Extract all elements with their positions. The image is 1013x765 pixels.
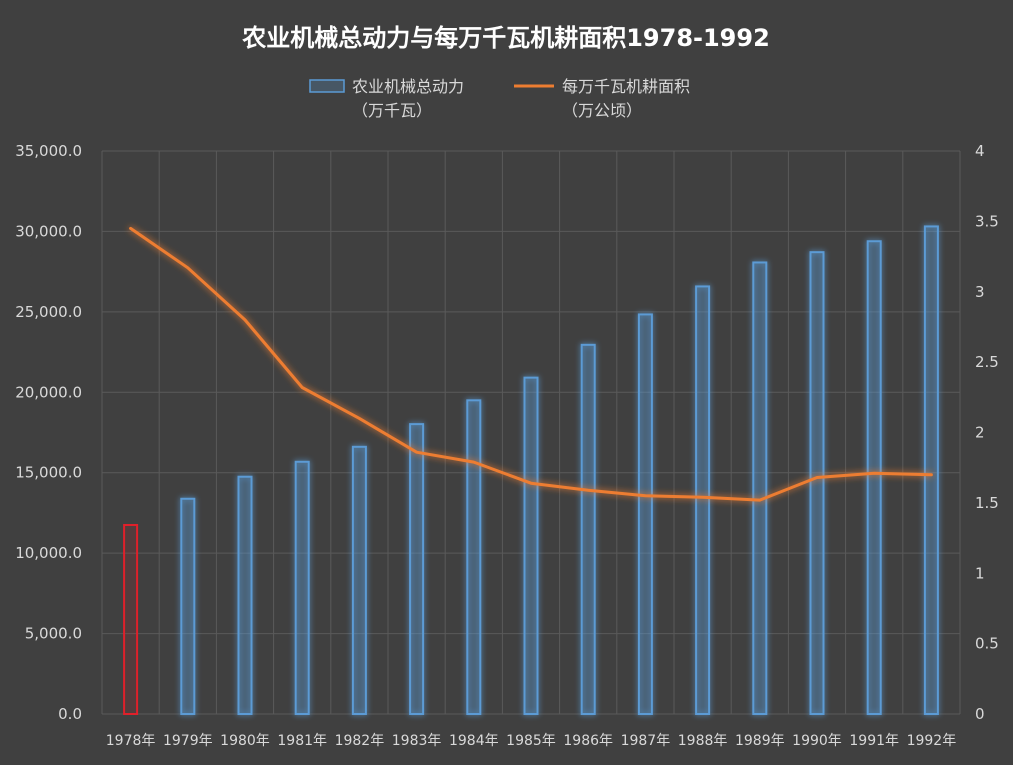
bar-1983年[interactable] [409,423,425,715]
x-tick-label: 1980年 [220,733,270,749]
x-tick-label: 1981年 [277,733,327,749]
bar-1980年[interactable] [237,475,253,715]
bar-1986年[interactable] [580,343,596,715]
left-tick-label: 30,000.0 [15,222,82,240]
legend: 农业机械总动力 （万千瓦） 每万千瓦机耕面积 （万公顷） [309,77,690,120]
x-axis: 1978年 1979年 1980年 1981年 1982年 1983年 1984年 1985年… [106,733,956,749]
left-tick-label: 10,000.0 [15,544,82,562]
right-tick-label: 1.5 [975,494,999,512]
left-tick-label: 5,000.0 [25,625,82,643]
right-tick-label: 1 [975,564,985,582]
x-tick-label: 1983年 [392,733,442,749]
right-tick-label: 2 [975,424,985,442]
left-tick-label: 0.0 [58,705,82,723]
legend-unit-line: （万公顷） [562,101,642,120]
right-tick-label: 4 [975,142,985,160]
right-tick-label: 0 [975,705,985,723]
bar-1984年[interactable] [466,399,482,715]
bar-1992年[interactable] [923,225,939,716]
bar-1979年[interactable] [180,497,196,715]
legend-swatch-bar [309,79,345,93]
chart-title: 农业机械总动力与每万千瓦机耕面积1978-1992 [241,24,770,52]
legend-item-line[interactable]: 每万千瓦机耕面积 （万公顷） [514,77,690,120]
bar-series [123,225,939,716]
bar-1978年[interactable] [123,523,139,715]
x-tick-label: 1992年 [907,733,957,749]
x-tick-label: 1986年 [563,733,613,749]
left-tick-label: 15,000.0 [15,464,82,482]
bar-1985年[interactable] [523,376,539,715]
x-tick-label: 1978年 [106,733,156,749]
bar-1989年[interactable] [752,261,768,715]
x-tick-label: 1985年 [506,733,556,749]
bar-1982年[interactable] [351,445,367,715]
bar-1988年[interactable] [695,285,711,715]
x-tick-label: 1979年 [163,733,213,749]
x-tick-label: 1982年 [335,733,385,749]
right-tick-label: 3 [975,283,985,301]
bar-1981年[interactable] [294,460,310,715]
bar-1987年[interactable] [637,313,653,715]
left-tick-label: 35,000.0 [15,142,82,160]
x-tick-label: 1988年 [678,733,728,749]
x-tick-label: 1990年 [792,733,842,749]
bar-1990年[interactable] [809,251,825,715]
x-tick-label: 1984年 [449,733,499,749]
legend-label-bar: 农业机械总动力 [352,77,464,96]
left-axis: 0.0 5,000.0 10,000.0 15,000.0 20,000.0 25,000… [15,142,82,723]
right-tick-label: 0.5 [975,635,999,653]
left-tick-label: 20,000.0 [15,383,82,401]
grid [101,150,961,715]
legend-item-bar[interactable]: 农业机械总动力 （万千瓦） [309,77,464,120]
right-tick-label: 3.5 [975,212,999,230]
right-tick-label: 2.5 [975,353,999,371]
legend-unit-bar: （万千瓦） [352,101,432,120]
x-tick-label: 1991年 [849,733,899,749]
line-series [129,226,933,502]
bar-1991年[interactable] [866,240,882,716]
x-tick-label: 1987年 [621,733,671,749]
left-tick-label: 25,000.0 [15,303,82,321]
legend-label-line: 每万千瓦机耕面积 [562,77,690,96]
x-tick-label: 1989年 [735,733,785,749]
line-path[interactable] [129,226,933,502]
right-axis: 0 0.5 1 1.5 2 2.5 3 3.5 4 [975,142,999,723]
